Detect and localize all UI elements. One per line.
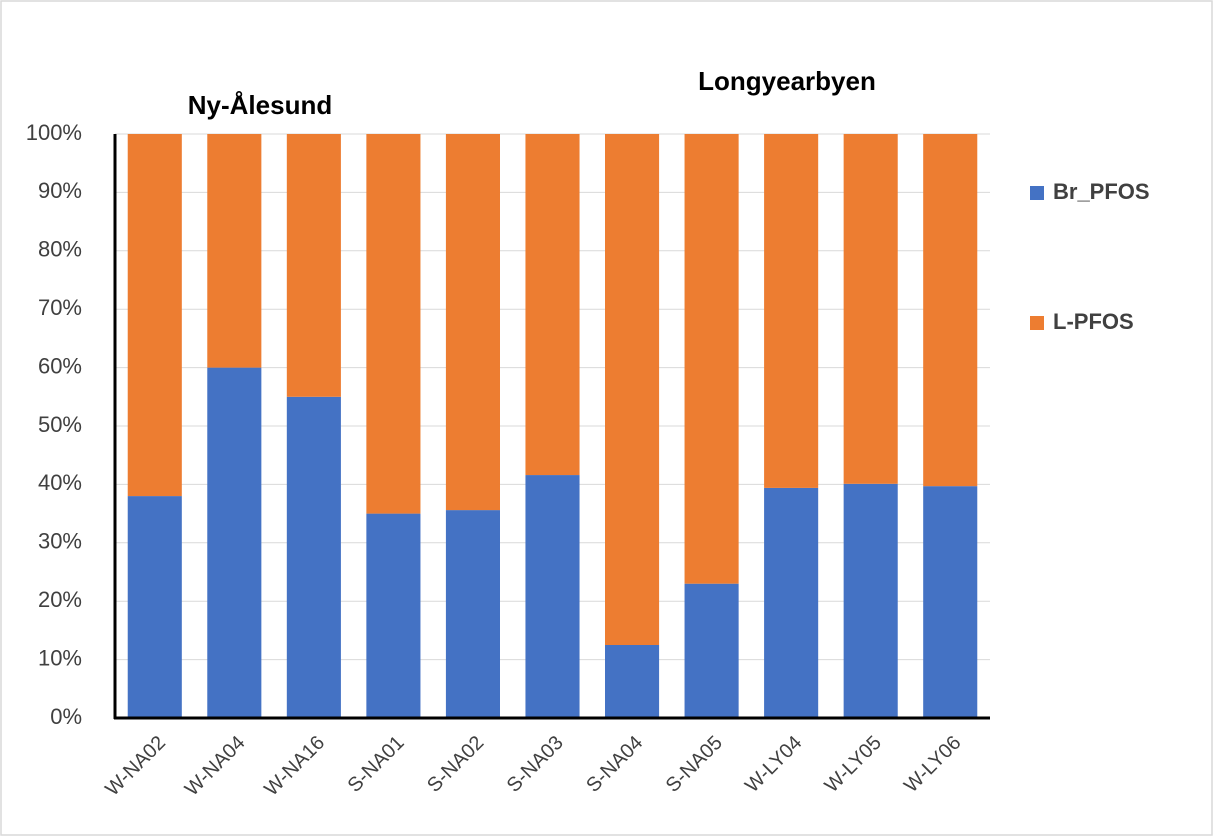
bar-segment [445, 134, 500, 511]
legend-label: Br_PFOS [1053, 179, 1150, 204]
bar-segment [525, 134, 580, 476]
y-tick-label: 10% [38, 645, 82, 670]
y-tick-label: 20% [38, 587, 82, 612]
bar-segment [127, 134, 182, 497]
annotation: Longyearbyen [698, 66, 876, 96]
y-tick-label: 0% [50, 704, 82, 729]
annotation: Ny-Ålesund [188, 90, 332, 120]
bar-segment [366, 513, 421, 718]
bar-segment [605, 134, 660, 645]
y-tick-label: 50% [38, 412, 82, 437]
bar-segment [923, 486, 978, 718]
bar-segment [286, 134, 341, 397]
bar-segment [843, 134, 898, 484]
bar-segment [445, 510, 500, 718]
bar-segment [684, 583, 739, 718]
bar-segment [843, 483, 898, 718]
bar-segment [207, 367, 262, 718]
bar-segment [764, 134, 819, 488]
y-tick-label: 90% [38, 178, 82, 203]
bar-segment [605, 645, 660, 718]
bar-segment [207, 134, 262, 368]
bar-segment [366, 134, 421, 514]
y-tick-label: 80% [38, 237, 82, 262]
bar-segment [684, 134, 739, 584]
y-tick-label: 100% [26, 120, 82, 145]
bar-segment [923, 134, 978, 487]
bar-segment [525, 475, 580, 718]
legend-swatch [1030, 316, 1044, 330]
y-tick-label: 70% [38, 295, 82, 320]
bar-segment [764, 487, 819, 718]
y-tick-label: 40% [38, 470, 82, 495]
legend-label: L-PFOS [1053, 309, 1134, 334]
y-tick-label: 30% [38, 529, 82, 554]
legend-swatch [1030, 186, 1044, 200]
bar-segment [286, 396, 341, 718]
y-tick-label: 60% [38, 353, 82, 378]
bar-segment [127, 496, 182, 718]
